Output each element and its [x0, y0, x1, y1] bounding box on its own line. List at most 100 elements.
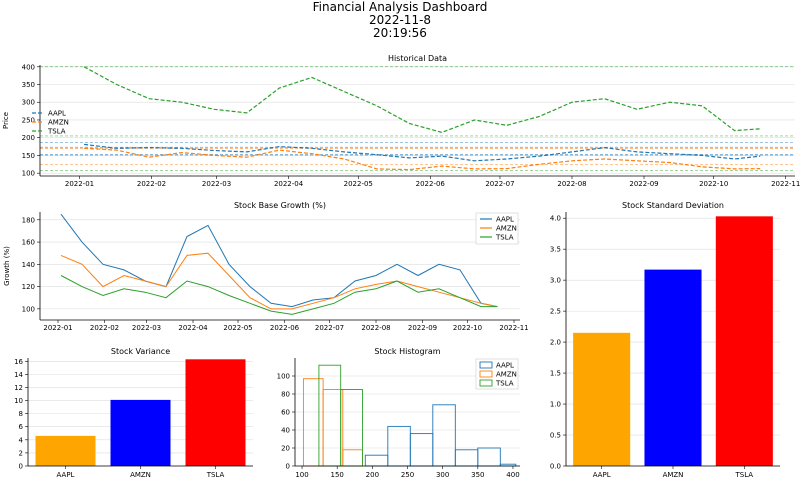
variance-bar-tsla [185, 359, 246, 466]
variance-y-tick-label: 8 [19, 410, 23, 418]
growth-y-tick-label: 140 [22, 261, 35, 269]
dashboard-date: 2022-11-8 [368, 13, 432, 27]
growth-x-tick-label: 2022-01 [43, 324, 72, 332]
historical-y-tick-label: 100 [22, 170, 35, 178]
histogram-legend-swatch-aapl [479, 361, 493, 369]
growth-x-tick-label: 2022-08 [361, 324, 390, 332]
histogram-bin-tsla [340, 389, 363, 467]
stddev-y-tick-label: 0.5 [550, 432, 561, 440]
histogram-y-tick-label: 100 [277, 373, 290, 381]
growth-title: Stock Base Growth (%) [234, 201, 326, 210]
historical-legend-label: TSLA [47, 128, 66, 136]
histogram-x-tick-label: 200 [366, 471, 379, 479]
growth-y-tick-label: 100 [22, 305, 35, 313]
histogram-legend-swatch-amzn [479, 370, 493, 378]
stddev-bar-amzn [644, 269, 702, 466]
growth-line-tsla [60, 275, 498, 315]
histogram-bin-aapl [364, 454, 389, 467]
stddev-x-tick-label: AAPL [593, 471, 611, 479]
histogram-title: Stock Histogram [374, 347, 440, 356]
stddev-x-tick-label: AMZN [663, 471, 684, 479]
histogram-x-tick-label: 150 [331, 471, 344, 479]
historical-x-tick-label: 2022-06 [416, 180, 446, 188]
histogram-bin-aapl [477, 447, 501, 467]
dashboard-title: Financial Analysis Dashboard [312, 0, 488, 14]
variance-y-tick-label: 16 [14, 358, 23, 366]
growth-y-tick-label: 180 [22, 216, 35, 224]
stddev-y-tick-label: 0.0 [550, 463, 561, 471]
variance-y-tick-label: 6 [19, 423, 24, 431]
stddev-y-tick-label: 1.0 [550, 401, 561, 409]
stddev-y-tick-label: 4.0 [550, 215, 561, 223]
variance-y-tick-label: 10 [14, 397, 23, 405]
histogram-x-tick-label: 300 [436, 471, 449, 479]
historical-title: Historical Data [388, 54, 447, 63]
variance-bar-aapl [35, 435, 96, 466]
variance-x-tick-label: TSLA [206, 471, 225, 479]
growth-x-tick-label: 2022-11 [499, 324, 528, 332]
historical-x-tick-label: 2022-01 [65, 180, 94, 188]
stddev-bar-tsla [715, 216, 773, 466]
variance-y-tick-label: 0 [19, 463, 23, 471]
historical-line-aapl [84, 143, 761, 162]
historical-x-tick-label: 2022-08 [557, 180, 586, 188]
histogram-y-tick-label: 20 [281, 445, 290, 453]
growth-x-tick-label: 2022-09 [408, 324, 437, 332]
stddev-y-tick-label: 2.0 [550, 339, 561, 347]
histogram-bin-aapl [454, 449, 479, 467]
stddev-y-tick-label: 3.5 [550, 246, 561, 254]
historical-legend-label: AMZN [48, 119, 69, 127]
historical-x-tick-label: 2022-02 [137, 180, 166, 188]
histogram-x-tick-label: 250 [401, 471, 414, 479]
stddev-title: Stock Standard Deviation [622, 201, 724, 210]
histogram-legend-label: AAPL [496, 362, 514, 370]
variance-y-tick-label: 12 [14, 384, 23, 392]
growth-x-tick-label: 2022-07 [315, 324, 344, 332]
variance-y-tick-label: 14 [14, 371, 23, 379]
historical-x-tick-label: 2022-10 [699, 180, 728, 188]
growth-x-tick-label: 2022-06 [270, 324, 300, 332]
histogram-bin-amzn [342, 449, 363, 467]
growth-x-tick-label: 2022-10 [453, 324, 482, 332]
historical-y-tick-label: 200 [22, 134, 35, 142]
historical-x-tick-label: 2022-11 [771, 180, 800, 188]
histogram-legend-label: TSLA [495, 380, 514, 388]
stddev-bar-aapl [573, 332, 631, 466]
growth-line-aapl [60, 213, 498, 308]
stddev-y-tick-label: 1.5 [550, 370, 561, 378]
histogram-x-tick-label: 350 [471, 471, 484, 479]
growth-x-tick-label: 2022-04 [178, 324, 208, 332]
variance-title: Stock Variance [111, 347, 170, 356]
historical-ylabel: Price [2, 112, 10, 129]
growth-ylabel: Growth (%) [3, 246, 11, 286]
growth-y-tick-label: 160 [22, 239, 35, 247]
stddev-y-tick-label: 2.5 [550, 308, 561, 316]
historical-x-tick-label: 2022-04 [274, 180, 304, 188]
histogram-x-tick-label: 100 [295, 471, 308, 479]
histogram-bin-aapl [409, 433, 434, 467]
histogram-legend-label: AMZN [496, 371, 517, 379]
histogram-bin-amzn [322, 389, 344, 467]
growth-line-amzn [60, 252, 498, 310]
historical-y-tick-label: 150 [22, 152, 35, 160]
historical-y-tick-label: 400 [22, 63, 35, 71]
growth-x-tick-label: 2022-03 [132, 324, 161, 332]
historical-line-tsla [83, 66, 761, 134]
growth-x-tick-label: 2022-02 [90, 324, 119, 332]
growth-legend-label: AMZN [496, 225, 517, 233]
variance-x-tick-label: AAPL [57, 471, 75, 479]
variance-y-tick-label: 2 [19, 449, 23, 457]
histogram-y-tick-label: 60 [281, 409, 290, 417]
histogram-bin-aapl [432, 404, 456, 467]
histogram-bin-aapl [387, 425, 411, 467]
histogram-bin-amzn [302, 378, 324, 467]
growth-y-tick-label: 120 [22, 283, 35, 291]
growth-x-tick-label: 2022-05 [223, 324, 252, 332]
historical-y-tick-label: 350 [22, 81, 35, 89]
variance-y-tick-label: 4 [19, 436, 24, 444]
historical-x-tick-label: 2022-05 [344, 180, 373, 188]
histogram-bin-tsla [318, 364, 342, 467]
histogram-y-tick-label: 80 [281, 391, 290, 399]
histogram-legend-box [475, 358, 519, 390]
